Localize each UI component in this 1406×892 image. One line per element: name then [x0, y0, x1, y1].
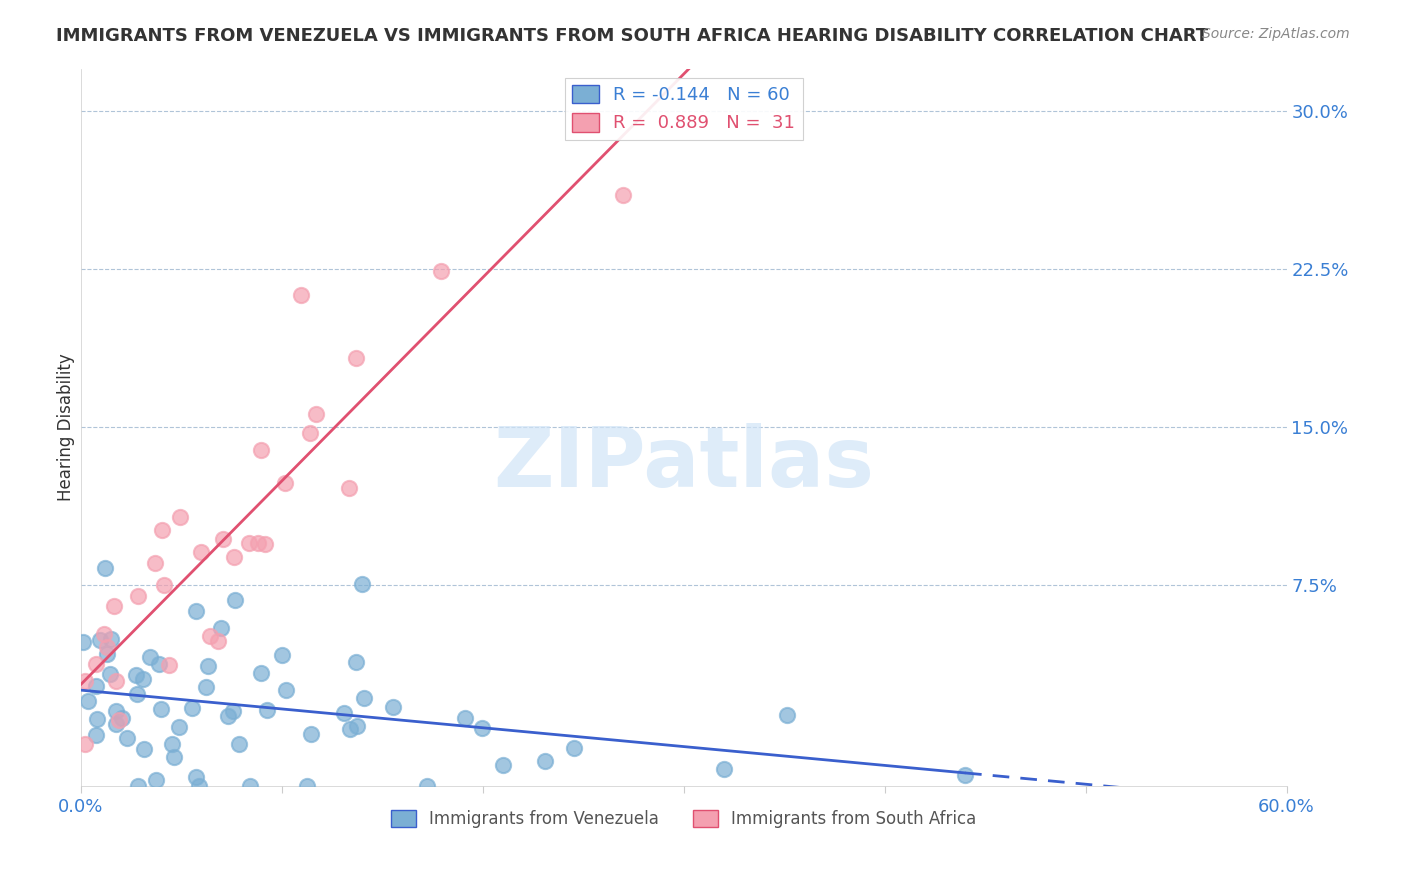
Point [180, 701, 202, 715]
Point [222, 550, 245, 565]
Point [274, 475, 297, 490]
Point [332, 706, 354, 720]
Point [111, 711, 134, 725]
Point [117, 731, 139, 746]
Point [344, 655, 367, 669]
Point [492, 757, 515, 772]
Point [100, 632, 122, 646]
Point [162, 737, 184, 751]
Point [125, 668, 148, 682]
Point [454, 711, 477, 725]
Point [84, 680, 107, 694]
Point [211, 532, 233, 546]
Point [167, 720, 190, 734]
Point [75, 674, 97, 689]
Point [256, 703, 278, 717]
Point [188, 779, 211, 793]
Point [247, 536, 270, 550]
Point [139, 649, 162, 664]
Point [163, 749, 186, 764]
Point [339, 722, 361, 736]
Point [84, 657, 107, 672]
Point [253, 537, 276, 551]
Point [84, 728, 107, 742]
Point [250, 665, 273, 680]
Point [239, 779, 262, 793]
Point [198, 629, 221, 643]
Point [238, 536, 260, 550]
Point [195, 680, 218, 694]
Point [169, 510, 191, 524]
Point [276, 683, 298, 698]
Point [562, 741, 585, 756]
Point [344, 351, 367, 365]
Point [145, 773, 167, 788]
Point [217, 709, 239, 723]
Point [94, 561, 117, 575]
Point [152, 524, 174, 538]
Point [186, 771, 208, 785]
Point [132, 742, 155, 756]
Point [346, 719, 368, 733]
Point [416, 779, 439, 793]
Point [713, 762, 735, 776]
Point [157, 657, 180, 672]
Point [105, 717, 128, 731]
Point [108, 714, 131, 728]
Legend: Immigrants from Venezuela, Immigrants from South Africa: Immigrants from Venezuela, Immigrants fr… [384, 804, 983, 835]
Point [75, 737, 97, 751]
Point [382, 700, 405, 714]
Point [222, 704, 245, 718]
Text: IMMIGRANTS FROM VENEZUELA VS IMMIGRANTS FROM SOUTH AFRICA HEARING DISABILITY COR: IMMIGRANTS FROM VENEZUELA VS IMMIGRANTS … [56, 27, 1208, 45]
Point [612, 188, 634, 202]
Text: ZIPatlas: ZIPatlas [494, 423, 875, 503]
Point [295, 779, 318, 793]
Point [149, 701, 172, 715]
Point [197, 658, 219, 673]
Point [77, 694, 100, 708]
Point [105, 704, 128, 718]
Point [131, 673, 153, 687]
Point [249, 442, 271, 457]
Point [86, 712, 108, 726]
Point [271, 648, 294, 662]
Point [98, 666, 121, 681]
Point [148, 657, 170, 671]
Point [298, 425, 321, 440]
Point [290, 288, 312, 302]
Point [305, 407, 328, 421]
Point [127, 779, 149, 793]
Point [96, 647, 118, 661]
Point [143, 556, 166, 570]
Point [103, 599, 125, 613]
Point [89, 632, 111, 647]
Point [350, 576, 373, 591]
Point [953, 768, 976, 782]
Point [186, 604, 208, 618]
Point [127, 687, 149, 701]
Point [190, 545, 212, 559]
Point [430, 264, 453, 278]
Point [72, 635, 94, 649]
Point [471, 721, 494, 735]
Point [153, 577, 176, 591]
Text: Source: ZipAtlas.com: Source: ZipAtlas.com [1202, 27, 1350, 41]
Point [96, 640, 118, 655]
Point [93, 627, 115, 641]
Point [337, 481, 360, 495]
Point [127, 589, 149, 603]
Point [228, 738, 250, 752]
Point [534, 754, 557, 768]
Point [209, 621, 232, 635]
Y-axis label: Hearing Disability: Hearing Disability [58, 353, 75, 501]
Point [224, 592, 246, 607]
Point [353, 690, 375, 705]
Point [105, 673, 128, 688]
Point [299, 727, 322, 741]
Point [776, 708, 799, 723]
Point [207, 634, 229, 648]
